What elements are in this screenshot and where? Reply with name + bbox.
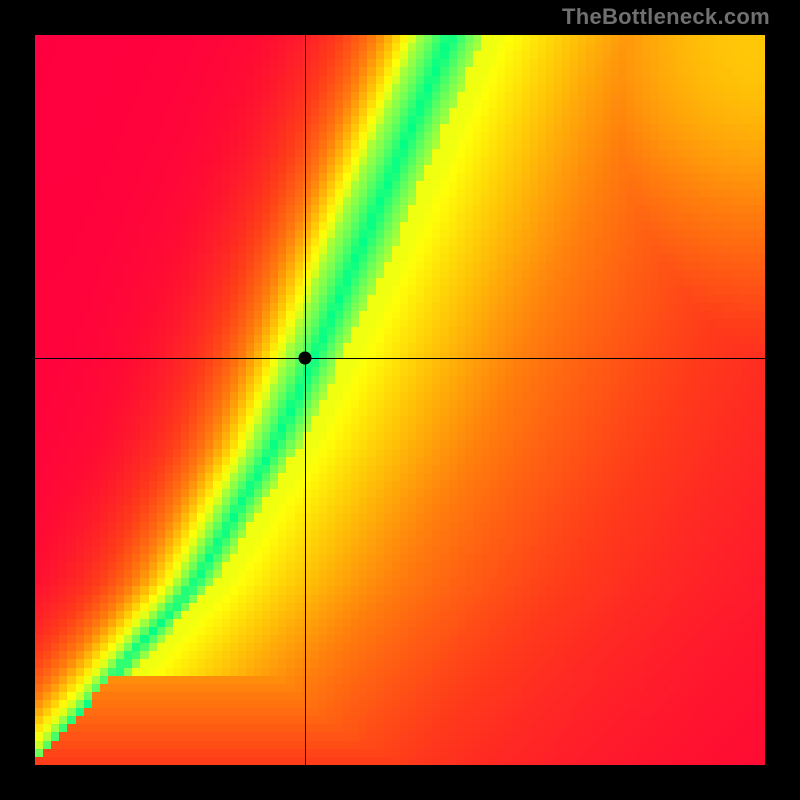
heatmap-plot [35, 35, 765, 765]
watermark-text: TheBottleneck.com [562, 4, 770, 30]
chart-container: TheBottleneck.com [0, 0, 800, 800]
marker-dot [299, 351, 312, 364]
heatmap-grid [35, 35, 765, 765]
crosshair-horizontal [35, 358, 765, 359]
crosshair-vertical [305, 35, 306, 765]
